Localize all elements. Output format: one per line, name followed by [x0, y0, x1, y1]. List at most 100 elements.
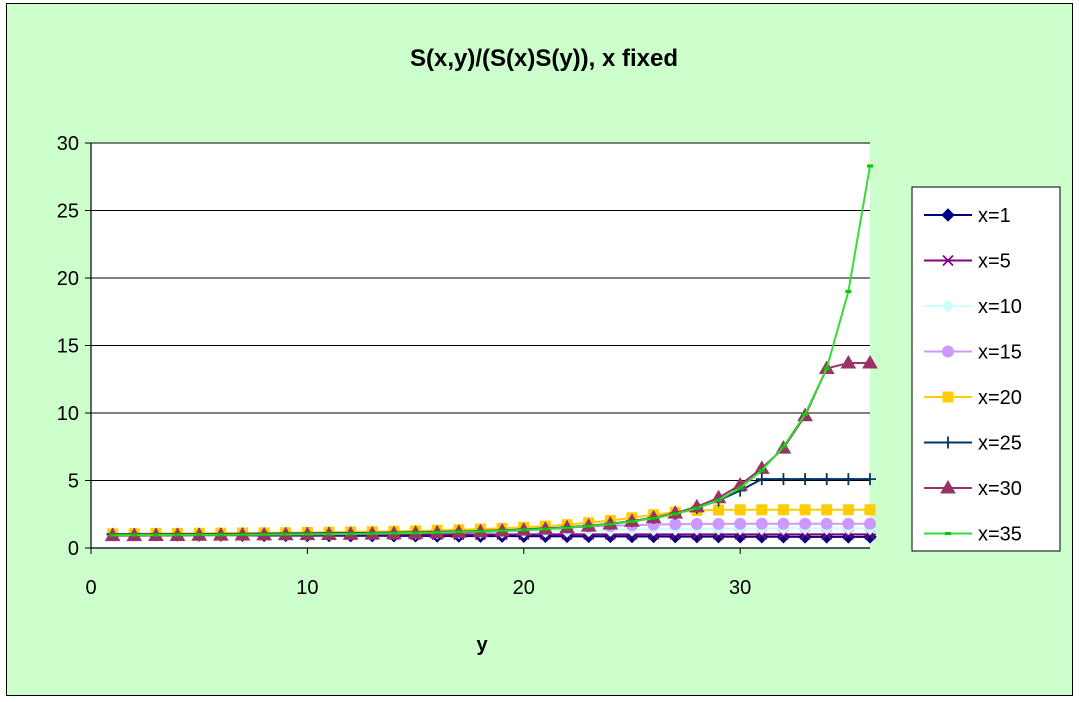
point-x=20-31 — [756, 504, 768, 516]
point-x=35-33 — [802, 412, 809, 416]
point-x=20-35 — [842, 504, 854, 516]
point-x=35-29 — [715, 498, 722, 502]
point-x=35-17 — [455, 530, 462, 534]
point-x=35-36 — [867, 164, 873, 168]
legend-label-x=5: x=5 — [978, 251, 1011, 273]
y-tick-label-30: 30 — [57, 133, 79, 155]
point-x=25-35 — [842, 473, 855, 486]
point-x=25-32 — [777, 473, 790, 486]
point-x=35-15 — [412, 531, 419, 535]
point-x=15-35 — [842, 517, 855, 530]
point-x=35-13 — [369, 532, 376, 536]
legend-label-x=15: x=15 — [978, 342, 1022, 364]
point-x=35-25 — [628, 520, 635, 524]
legend-item-x=25: x=25 — [924, 433, 1022, 455]
legend-label-x=10: x=10 — [978, 296, 1022, 318]
point-x=35-34 — [823, 366, 830, 370]
point-x=35-30 — [737, 486, 744, 490]
point-x=35-3 — [152, 533, 159, 537]
y-tick-label-20: 20 — [57, 268, 79, 290]
point-x=35-9 — [282, 532, 289, 536]
point-x=35-23 — [585, 524, 592, 528]
legend-marker-x=20 — [942, 391, 954, 403]
point-x=25-33 — [799, 473, 812, 486]
chart-area: S(x,y)/(S(x)S(y)), x fixed 0 5 10 15 20 25 30 0… — [6, 3, 1073, 696]
point-x=35-4 — [174, 533, 181, 537]
point-x=35-19 — [499, 529, 506, 533]
point-x=35-26 — [650, 516, 657, 520]
legend-item-x=20: x=20 — [924, 387, 1022, 409]
point-x=35-32 — [780, 445, 787, 449]
legend-marker-x=10 — [941, 299, 955, 313]
legend-label-x=30: x=30 — [978, 478, 1022, 500]
series-x=35 — [109, 164, 873, 537]
point-x=15-27 — [669, 518, 682, 531]
point-x=20-33 — [799, 504, 811, 516]
point-x=35-31 — [758, 468, 765, 472]
point-x=15-29 — [712, 517, 725, 530]
plot-area: 0 5 10 15 20 25 30 0 10 20 30 — [57, 133, 878, 599]
legend-item-x=35: x=35 — [924, 524, 1022, 546]
point-x=20-30 — [734, 504, 746, 516]
point-x=15-31 — [755, 517, 768, 530]
legend-label-x=25: x=25 — [978, 433, 1022, 455]
y-tick-label-0: 0 — [68, 538, 79, 560]
x-tick-label-20: 20 — [513, 577, 535, 599]
point-x=35-20 — [520, 528, 527, 532]
legend-marker-x=1 — [941, 208, 955, 222]
y-tick-label-10: 10 — [57, 403, 79, 425]
point-x=35-28 — [693, 506, 700, 510]
legend-item-x=1: x=1 — [924, 205, 1011, 227]
point-x=20-32 — [777, 504, 789, 516]
point-x=35-12 — [347, 532, 354, 536]
point-x=20-36 — [864, 504, 876, 516]
legend-item-x=5: x=5 — [924, 251, 1011, 273]
point-x=30-29 — [710, 489, 727, 504]
point-x=35-6 — [217, 533, 224, 537]
legend-item-x=30: x=30 — [924, 478, 1022, 500]
legend-marker-x=30 — [940, 480, 956, 494]
legend-item-x=10: x=10 — [924, 296, 1022, 318]
point-x=35-14 — [390, 531, 397, 535]
point-x=25-31 — [755, 473, 768, 486]
legend-marker-x=15 — [942, 345, 954, 358]
point-x=35-18 — [477, 529, 484, 533]
point-x=35-22 — [564, 526, 571, 530]
point-x=15-30 — [734, 517, 747, 530]
point-x=35-16 — [434, 530, 441, 534]
point-x=35-8 — [261, 533, 268, 536]
point-x=15-28 — [690, 517, 703, 530]
legend-label-x=20: x=20 — [978, 387, 1022, 409]
point-x=35-10 — [304, 532, 311, 536]
y-tick-label-15: 15 — [57, 336, 79, 358]
x-axis-title: y — [476, 634, 488, 656]
point-x=15-32 — [777, 517, 790, 530]
point-x=35-2 — [131, 533, 138, 537]
point-x=25-34 — [820, 473, 833, 486]
point-x=30-36 — [862, 355, 878, 369]
point-x=20-34 — [821, 504, 833, 516]
point-x=15-34 — [820, 517, 833, 530]
chart-title: S(x,y)/(S(x)S(y)), x fixed — [410, 45, 678, 72]
legend-item-x=15: x=15 — [924, 342, 1022, 364]
legend-label-x=1: x=1 — [978, 205, 1011, 227]
chart-svg: S(x,y)/(S(x)S(y)), x fixed 0510152025300… — [57, 45, 1061, 656]
legend: x=1 x=5 x=10 x=15 x=20 x=25 x=30 x=35 — [911, 186, 1061, 552]
point-x=35-35 — [845, 290, 852, 293]
point-x=35-24 — [607, 522, 614, 526]
y-tick-label-25: 25 — [57, 201, 79, 223]
point-x=25-36 — [864, 473, 876, 486]
x-tick-label-30: 30 — [729, 577, 751, 599]
x-tick-label-0: 0 — [85, 577, 96, 599]
point-x=35-1 — [109, 533, 116, 537]
legend-marker-x=35 — [945, 532, 951, 535]
point-x=15-36 — [864, 517, 876, 530]
legend-marker-x=25 — [942, 436, 954, 449]
y-tick-label-5: 5 — [68, 471, 79, 493]
legend-label-x=35: x=35 — [978, 524, 1022, 546]
point-x=35-5 — [196, 533, 203, 537]
point-x=35-21 — [542, 527, 549, 531]
point-x=15-33 — [799, 517, 812, 530]
legend-marker-x=5 — [942, 254, 954, 267]
x-tick-label-10: 10 — [296, 577, 318, 599]
